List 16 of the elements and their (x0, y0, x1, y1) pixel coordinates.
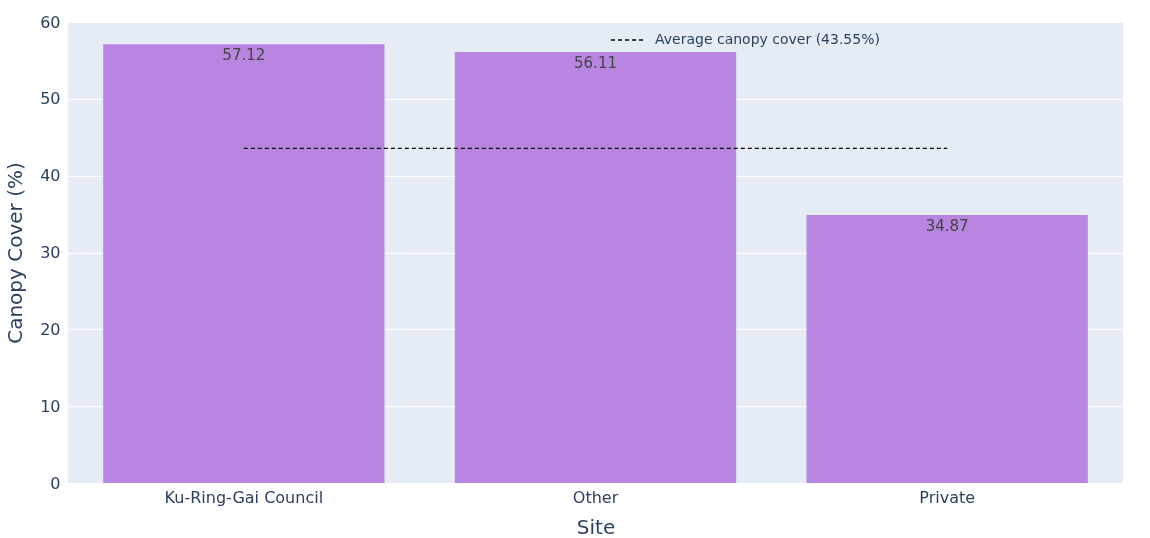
y-tick-label: 0 (50, 473, 61, 493)
y-axis-title: Canopy Cover (%) (3, 162, 28, 344)
data-label: 34.87 (925, 217, 969, 236)
y-tick-label: 30 (40, 243, 61, 262)
y-tick-label: 50 (40, 89, 61, 109)
y-tick-label: 40 (40, 166, 61, 186)
data-label: 56.11 (574, 53, 617, 72)
x-tick-label: Private (919, 487, 976, 507)
x-tick-label: Other (572, 487, 619, 507)
y-tick-label: 60 (40, 12, 61, 32)
y-tick-label: 10 (40, 396, 61, 416)
legend-label: Average canopy cover (43.55%) (655, 31, 880, 47)
x-axis-title: Site (576, 514, 616, 538)
x-tick-label: Ku-Ring-Gai Council (164, 487, 324, 507)
data-label: 57.12 (222, 46, 266, 65)
y-tick-label: 20 (40, 319, 61, 339)
